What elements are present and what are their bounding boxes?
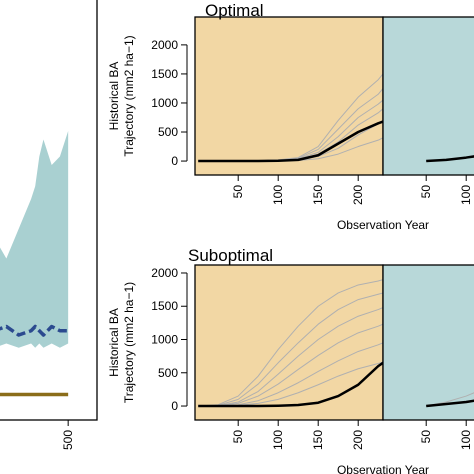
x-tick-label: 100 <box>459 185 473 205</box>
x-tick-label: 50 <box>419 185 433 199</box>
x-tick-label: 100 <box>271 185 285 205</box>
trajectory-line <box>198 307 384 407</box>
x-tick-label: 150 <box>311 185 325 205</box>
y-axis-label: Historical BA <box>107 62 121 131</box>
y-tick-label: 1500 <box>151 299 178 313</box>
y-tick-label: 2000 <box>151 266 178 280</box>
y-tick-label: 500 <box>158 125 178 139</box>
panel-background <box>383 265 474 420</box>
trajectory-line <box>426 399 474 408</box>
y-tick-label: 0 <box>171 154 178 168</box>
trajectory-line <box>198 120 384 163</box>
y-tick-label: 2000 <box>151 38 178 52</box>
x-tick-label: 200 <box>351 430 365 450</box>
panel-frame <box>0 0 98 421</box>
y-tick-label: 1000 <box>151 96 178 110</box>
x-tick-label: 200 <box>351 185 365 205</box>
panel-frame <box>382 264 474 421</box>
panel-frame <box>382 16 474 176</box>
y-axis-label: Historical BA <box>107 308 121 377</box>
trajectory-line <box>0 324 69 337</box>
x-tick-label: 50 <box>231 430 245 444</box>
x-tick-label: 500 <box>61 430 75 450</box>
panel-title: Optimal <box>205 1 264 20</box>
panel-background <box>195 265 383 420</box>
y-tick-label: 1500 <box>151 67 178 81</box>
y-tick-label: 500 <box>158 366 178 380</box>
trajectory-line <box>198 279 384 407</box>
trajectory-line <box>198 361 384 408</box>
trajectory-line <box>198 323 384 407</box>
confidence-band <box>0 131 69 348</box>
y-axis-label: Trajectory (mm2 ha−1) <box>122 35 136 156</box>
x-axis-label: Observation Year <box>337 218 429 232</box>
panel-title: Suboptimal <box>188 246 273 265</box>
x-tick-label: 50 <box>231 185 245 199</box>
y-tick-label: 1000 <box>151 333 178 347</box>
x-tick-label: 150 <box>311 430 325 450</box>
trajectory-line <box>426 155 474 163</box>
y-tick-label: 0 <box>171 399 178 413</box>
x-tick-label: 50 <box>419 430 433 444</box>
x-tick-label: 100 <box>459 430 473 450</box>
panel-background <box>195 17 383 175</box>
x-axis-label: Observation Year <box>337 463 429 474</box>
panel-background <box>383 17 474 175</box>
y-axis-label: Trajectory (mm2 ha−1) <box>122 282 136 403</box>
x-tick-label: 100 <box>271 430 285 450</box>
trajectory-line <box>198 292 384 407</box>
